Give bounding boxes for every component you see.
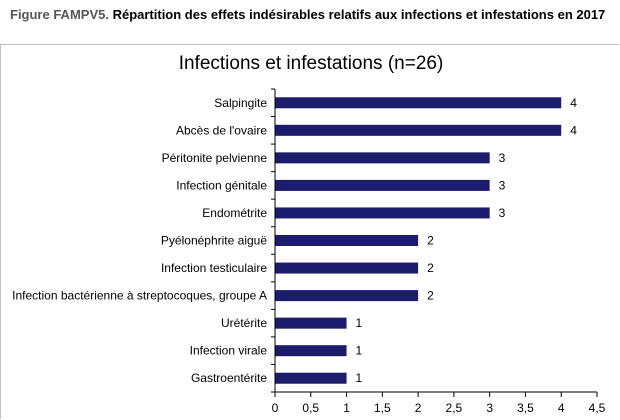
data-label: 3 <box>499 178 506 192</box>
category-label: Urétérite <box>221 316 267 330</box>
data-label: 1 <box>356 316 363 330</box>
x-tick-label: 2 <box>415 401 422 415</box>
bar <box>275 207 490 219</box>
figure-label: Figure FAMPV5. <box>10 7 109 22</box>
x-tick-label: 3,5 <box>517 401 534 415</box>
x-tick-label: 1 <box>343 401 350 415</box>
bar <box>275 234 419 247</box>
x-tick-label: 0,5 <box>302 401 319 415</box>
x-tick-label: 4 <box>558 401 565 415</box>
category-label: Endométrite <box>202 206 267 220</box>
bar <box>275 317 347 329</box>
bar <box>275 262 419 274</box>
data-label: 1 <box>356 344 363 358</box>
bar-chart: Infections et infestations (n=26) Salpin… <box>12 53 606 415</box>
x-tick-label: 2,5 <box>446 401 463 415</box>
figure-caption: Figure FAMPV5. Répartition des effets in… <box>10 4 610 26</box>
bar <box>275 97 562 109</box>
x-tick-label: 0 <box>272 401 279 415</box>
category-label: Pyélonéphrite aiguë <box>161 234 267 248</box>
category-label: Gastroentérite <box>191 371 267 385</box>
bar <box>275 345 347 357</box>
category-label: Péritonite pelvienne <box>162 151 268 165</box>
category-label: Abcès de l'ovaire <box>176 123 267 137</box>
category-label: Infection virale <box>190 344 268 358</box>
data-label: 2 <box>427 289 434 303</box>
x-tick-label: 1,5 <box>374 401 391 415</box>
category-label: Salpingite <box>214 96 267 110</box>
figure-caption-text: Répartition des effets indésirables rela… <box>108 7 606 22</box>
data-label: 4 <box>570 96 577 110</box>
bar <box>275 290 419 302</box>
bar <box>275 179 490 191</box>
x-tick-label: 4,5 <box>589 401 606 415</box>
data-label: 2 <box>427 234 434 248</box>
data-label: 2 <box>427 261 434 275</box>
category-label: Infection bactérienne à streptocoques, g… <box>12 289 267 303</box>
chart-title: Infections et infestations (n=26) <box>179 53 444 74</box>
x-tick-label: 3 <box>486 401 493 415</box>
category-label: Infection testiculaire <box>161 261 267 275</box>
axes-group: 0 0,5 1 1,5 2 2,5 3 3,5 4 4,5 <box>271 88 606 415</box>
category-label: Infection génitale <box>176 178 267 192</box>
data-label: 3 <box>499 151 506 165</box>
chart-frame: Infections et infestations (n=26) Salpin… <box>0 44 619 419</box>
bar <box>275 372 347 384</box>
bars-group: Salpingite 4 Abcès de l'ovaire 4 Péritonite … <box>12 96 577 385</box>
data-label: 4 <box>570 123 577 137</box>
bar <box>275 152 490 164</box>
data-label: 3 <box>499 206 506 220</box>
bar <box>275 124 562 136</box>
data-label: 1 <box>356 371 363 385</box>
